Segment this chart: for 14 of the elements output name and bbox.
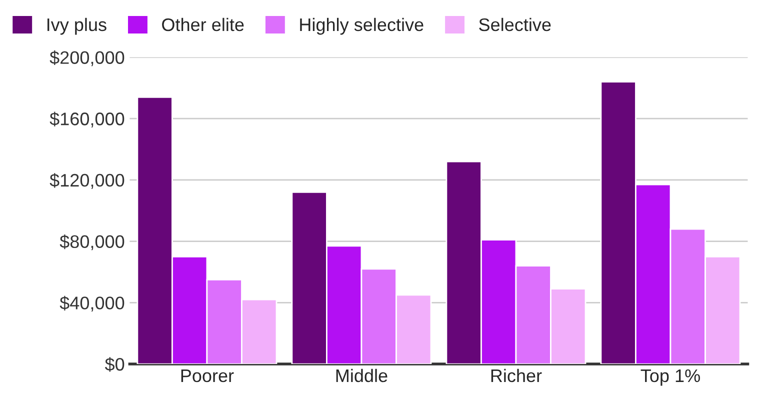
x-tick-label: Richer <box>491 368 542 382</box>
legend-label: Ivy plus <box>47 18 106 35</box>
x-tick-label: Poorer <box>181 370 234 382</box>
y-tick-label: $40,000 <box>60 296 124 312</box>
y-tick-label: $160,000 <box>50 112 124 128</box>
y-tick-label: $80,000 <box>60 234 124 250</box>
legend-label: Highly selective <box>300 18 424 35</box>
y-tick-label: $200,000 <box>50 50 124 66</box>
x-tick-label: Middle <box>336 368 388 382</box>
y-tick-label: $120,000 <box>50 173 124 189</box>
x-tick-label: Top 1% <box>640 369 700 386</box>
legend-label: Selective <box>479 18 551 32</box>
y-tick-label: $0 <box>104 357 124 372</box>
legend-label: Other elite <box>162 18 244 32</box>
